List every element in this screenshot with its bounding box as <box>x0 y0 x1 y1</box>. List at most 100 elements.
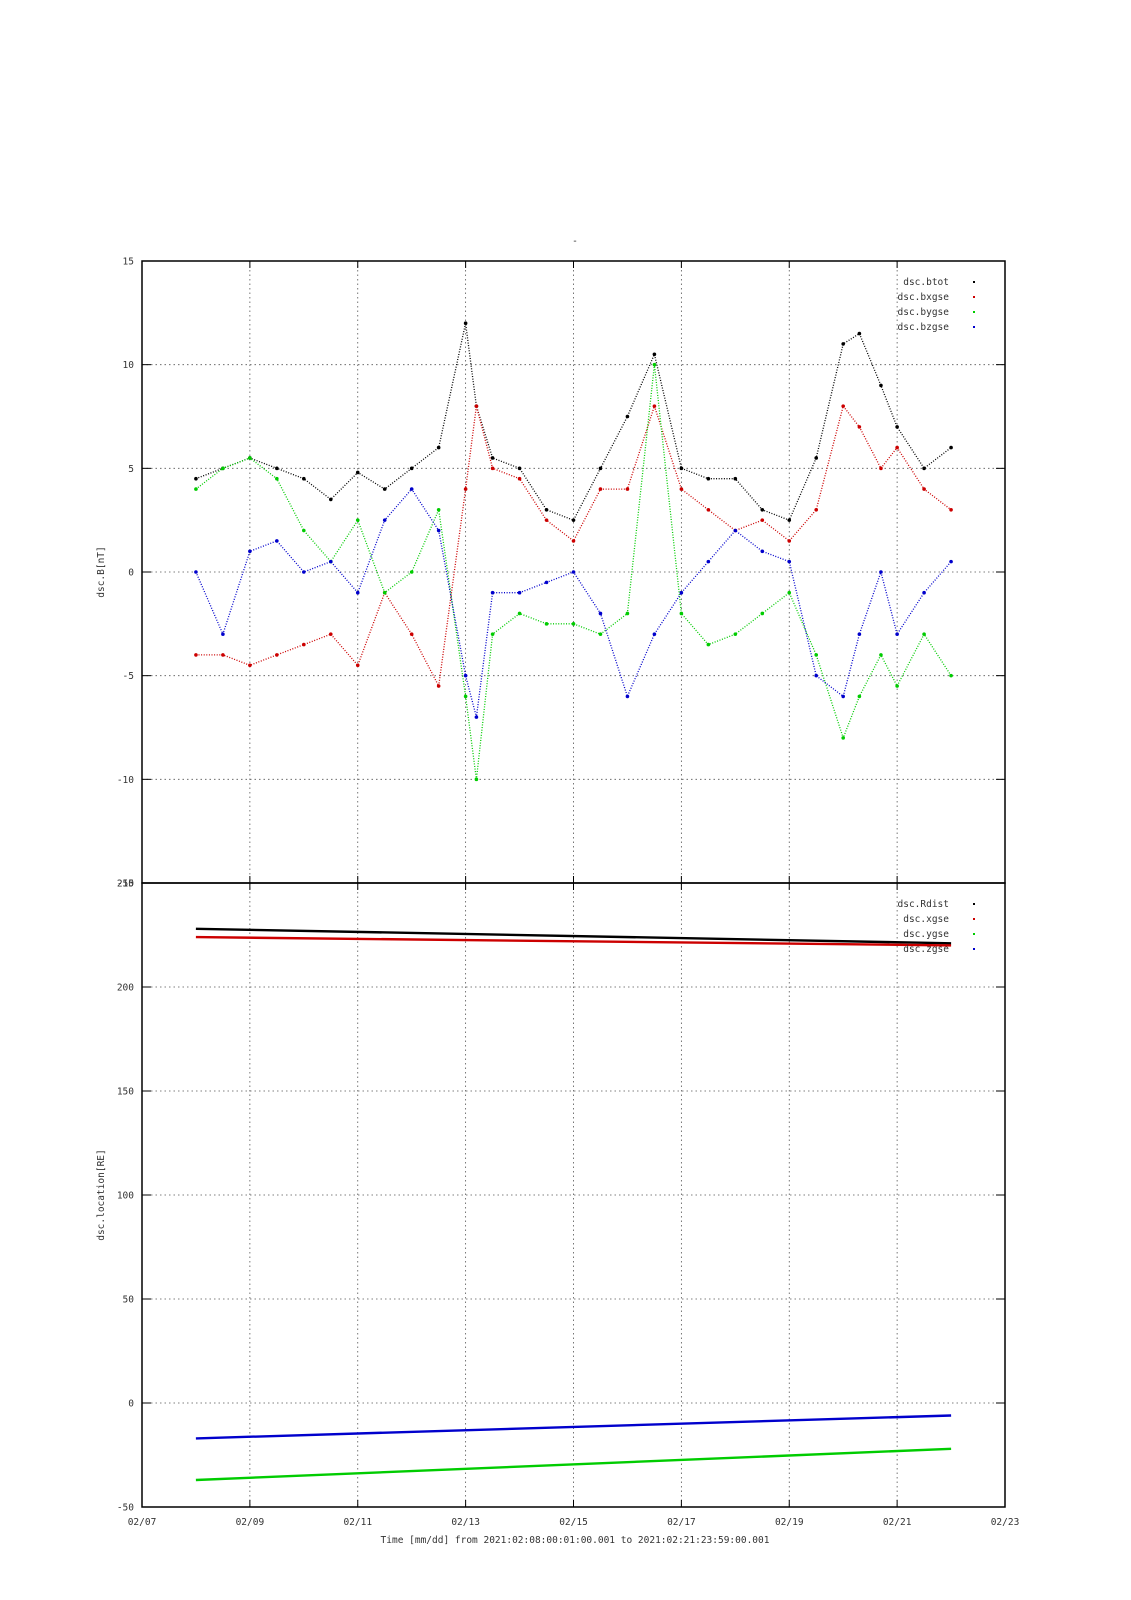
data-point <box>857 632 862 636</box>
data-point <box>382 590 387 595</box>
data-point <box>652 352 657 357</box>
series-dsc-zgse <box>195 1414 952 1440</box>
y-tick-label: 0 <box>128 568 134 579</box>
data-point <box>248 663 252 668</box>
location-ticks: 250 200 150 100 50 0 -50 <box>117 879 1006 1514</box>
data-point <box>598 611 603 616</box>
y-tick-label: 15 <box>123 257 134 268</box>
data-point <box>302 528 306 533</box>
data-point <box>922 466 926 471</box>
data-point <box>409 570 414 574</box>
data-point <box>598 466 603 471</box>
data-point <box>787 518 792 522</box>
data-point <box>760 549 765 554</box>
y-tick-label: -5 <box>123 671 134 682</box>
series-line <box>195 935 952 947</box>
data-point <box>895 684 899 688</box>
y-tick-label: 5 <box>128 464 134 475</box>
y-tick-label: -50 <box>117 1503 134 1514</box>
data-point <box>463 487 468 491</box>
data-point <box>490 456 495 460</box>
legend-marker <box>973 948 975 950</box>
data-point <box>922 632 926 636</box>
data-point <box>625 694 630 699</box>
data-point <box>895 425 899 429</box>
location-panel: 250 200 150 100 50 0 -50 dsc.location[RE] dsc.… <box>96 879 1006 1514</box>
legend-label: dsc.xgse <box>903 914 949 925</box>
legend-marker <box>973 918 975 920</box>
data-point <box>517 590 522 595</box>
data-point <box>760 518 765 522</box>
series-line <box>195 1447 952 1482</box>
data-point <box>409 632 414 636</box>
legend-marker <box>973 933 975 935</box>
data-point <box>706 642 711 647</box>
data-point <box>355 470 360 475</box>
data-point <box>463 694 468 699</box>
data-point <box>814 508 819 512</box>
data-point <box>544 518 549 522</box>
data-point <box>895 632 899 636</box>
data-point <box>474 404 479 408</box>
b-field-y-axis-label: dsc.B[nT] <box>96 546 107 597</box>
y-tick-label: 200 <box>117 983 134 994</box>
data-point <box>221 466 225 471</box>
data-point <box>463 673 468 678</box>
data-point <box>760 508 765 512</box>
x-tick-label: 02/17 <box>667 1517 696 1528</box>
data-point <box>474 777 479 782</box>
magnetic-field-panel: 15 10 5 0 -5 -10 -15 dsc.B[nT] dsc.btot dsc.bxg… <box>96 257 1006 890</box>
y-tick-label: 50 <box>123 1295 135 1306</box>
data-point <box>814 653 819 657</box>
data-point <box>275 539 279 543</box>
data-point <box>679 590 684 595</box>
b-field-grid <box>142 260 1005 884</box>
location-y-axis-label: dsc.location[RE] <box>96 1149 107 1241</box>
data-point <box>652 404 657 408</box>
series-dsc-Rdist <box>195 927 952 945</box>
y-tick-label: -10 <box>117 775 134 786</box>
data-point <box>625 611 630 616</box>
data-point <box>436 528 441 533</box>
x-tick-label: 02/07 <box>128 1517 157 1528</box>
data-point <box>652 632 657 636</box>
data-point <box>922 590 926 595</box>
data-point <box>302 642 306 647</box>
data-point <box>879 466 883 471</box>
data-point <box>922 487 926 491</box>
data-point <box>949 559 953 564</box>
legend-label: dsc.btot <box>903 277 949 288</box>
legend-label: dsc.bxgse <box>898 292 950 303</box>
data-point <box>302 476 306 481</box>
location-legend: dsc.Rdist dsc.xgse dsc.ygse dsc.zgse <box>898 899 975 955</box>
data-point <box>275 653 279 657</box>
data-point <box>625 487 630 491</box>
data-point <box>194 653 198 657</box>
x-tick-label: 02/19 <box>775 1517 804 1528</box>
data-point <box>787 539 792 543</box>
data-point <box>194 476 198 481</box>
data-point <box>841 342 845 346</box>
data-point <box>463 321 468 326</box>
data-point <box>490 590 495 595</box>
data-point <box>409 487 414 491</box>
location-series-layer <box>195 927 952 1482</box>
data-point <box>382 518 387 522</box>
data-point <box>841 694 845 699</box>
data-point <box>841 736 845 740</box>
data-point <box>221 653 225 657</box>
legend-marker <box>973 311 975 313</box>
legend-label: dsc.bzgse <box>898 322 950 333</box>
data-point <box>787 590 792 595</box>
data-point <box>355 518 360 522</box>
data-point <box>328 559 333 564</box>
series-dsc-xgse <box>195 935 952 947</box>
series-dsc-bzgse <box>194 487 953 719</box>
x-tick-label: 02/15 <box>559 1517 588 1528</box>
data-point <box>328 497 333 502</box>
data-point <box>544 580 549 585</box>
b-field-legend: dsc.btot dsc.bxgse dsc.bygse dsc.bzgse <box>898 277 975 333</box>
data-point <box>328 632 333 636</box>
b-field-series-layer <box>194 321 953 782</box>
data-point <box>949 508 953 512</box>
